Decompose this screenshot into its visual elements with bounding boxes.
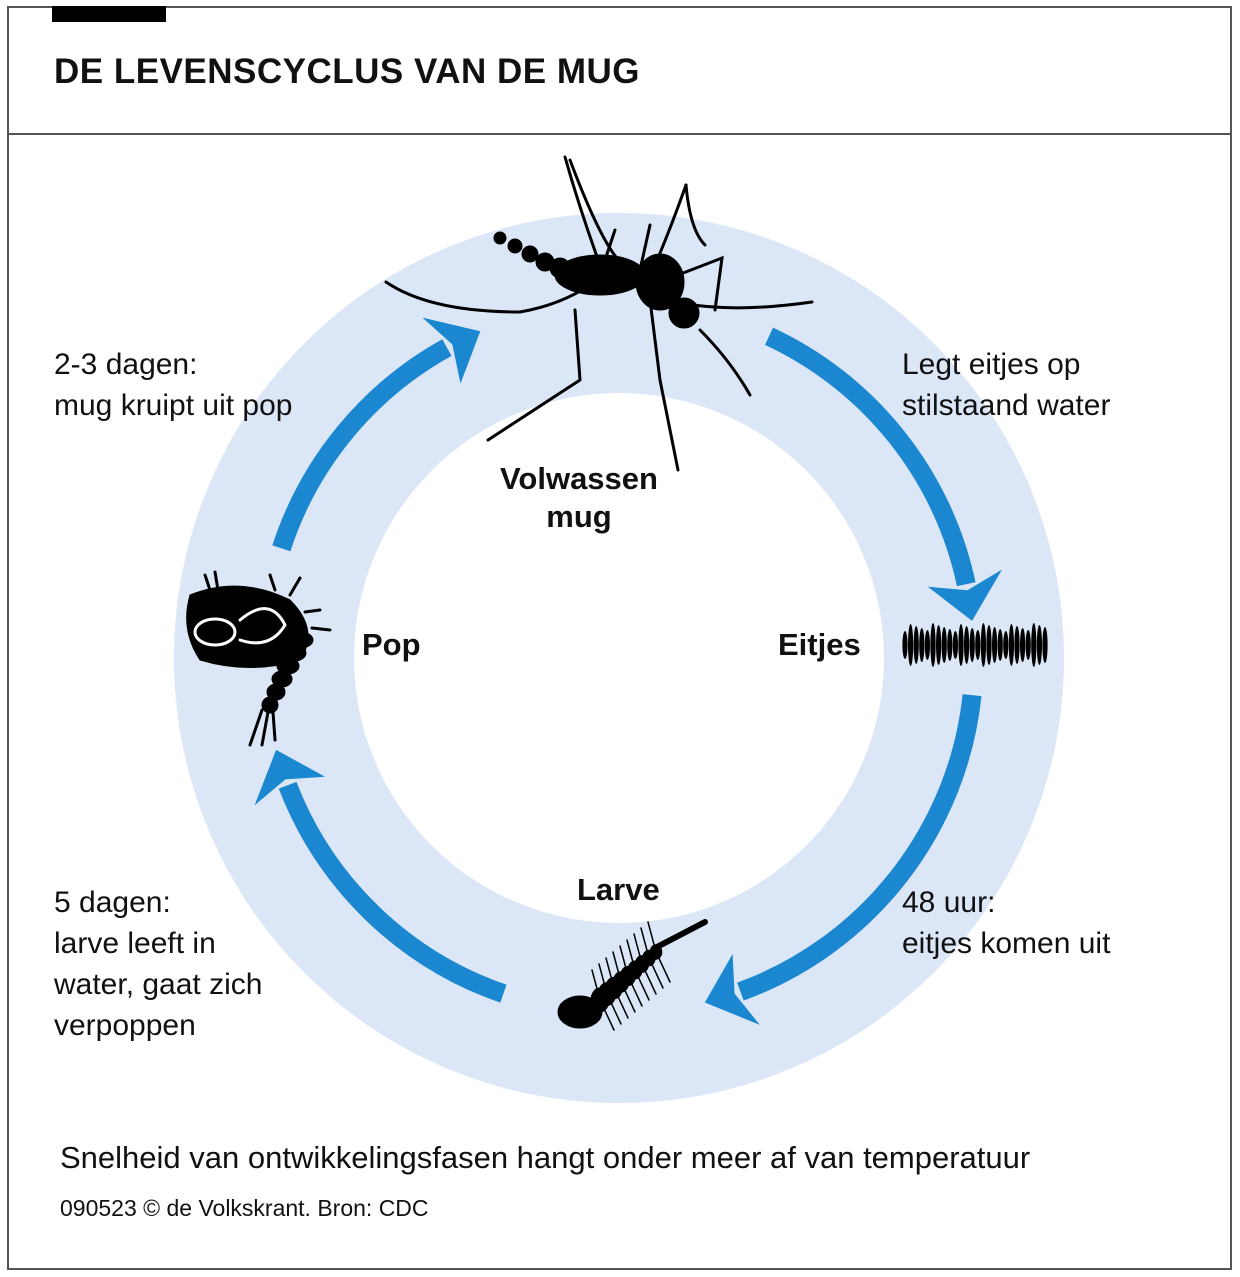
description-larva-to-pupa: 5 dagen: larve leeft in water, gaat zich… [54, 882, 262, 1046]
cycle-arrow-shaft [765, 327, 976, 587]
larva-hair [640, 927, 664, 989]
description-line: 5 dagen: [54, 886, 171, 919]
egg [924, 630, 931, 660]
cycle-arrow-head [254, 749, 326, 806]
egg [902, 631, 908, 659]
larva-hair [612, 951, 636, 1013]
cycle-arrow-head [422, 317, 481, 384]
cycle-arrow-head [704, 953, 760, 1025]
egg [947, 629, 953, 661]
larva-hair [626, 939, 650, 1001]
pupa-segment [261, 696, 279, 714]
egg [1003, 631, 1009, 659]
page-title: DE LEVENSCYCLUS VAN DE MUG [54, 52, 641, 91]
larva-icon [557, 919, 708, 1031]
description-line: Legt eitjes op [902, 348, 1081, 381]
egg [980, 623, 987, 667]
cycle-arrow-head [927, 569, 1002, 621]
description-line: mug kruipt uit pop [54, 389, 293, 422]
cycle-arrow-shaft [278, 781, 507, 1003]
pupa-icon [186, 570, 332, 747]
adult-mosquito-icon [384, 155, 814, 472]
egg [969, 628, 975, 662]
description-line: 2-3 dagen: [54, 348, 198, 381]
egg [919, 628, 925, 662]
description-line: stilstaand water [902, 389, 1111, 422]
egg [952, 631, 959, 659]
eggs-icon [902, 623, 1048, 667]
larva-hair [647, 921, 671, 983]
description-line: eitjes komen uit [902, 927, 1111, 960]
stage-label-larva: Larve [577, 872, 660, 907]
egg [941, 627, 947, 663]
description-adult-to-eggs: Legt eitjes op stilstaand water [902, 344, 1110, 426]
egg [913, 626, 919, 664]
egg [992, 627, 998, 663]
egg [975, 630, 981, 660]
egg [1036, 625, 1042, 665]
description-eggs-to-larva: 48 uur: eitjes komen uit [902, 882, 1110, 964]
graphic-frame [7, 6, 1232, 1270]
stage-label-pupa: Pop [362, 627, 421, 662]
description-line: verpoppen [54, 1009, 196, 1042]
description-line: water, gaat zich [54, 968, 263, 1001]
larva-hair [605, 957, 629, 1019]
egg [1008, 624, 1015, 666]
egg [964, 626, 970, 664]
description-line: larve leeft in [54, 927, 216, 960]
description-pupa-to-adult: 2-3 dagen: mug kruipt uit pop [54, 344, 292, 426]
larva-hair [591, 969, 615, 1031]
egg [930, 623, 936, 667]
egg [1031, 623, 1037, 667]
larva-hair [633, 933, 657, 995]
egg [958, 624, 964, 666]
cycle-arrow-shaft [737, 694, 982, 1001]
footnote: Snelheid van ontwikkelingsfasen hangt on… [60, 1140, 1031, 1175]
cycle-arrows [254, 317, 1002, 1025]
description-line: 48 uur: [902, 886, 996, 919]
egg [1025, 630, 1031, 660]
egg [1020, 628, 1026, 662]
cycle-arrow-shaft [272, 339, 452, 552]
source-credit: 090523 © de Volkskrant. Bron: CDC [60, 1195, 429, 1221]
egg [1042, 627, 1048, 663]
egg [908, 624, 914, 666]
egg [1014, 626, 1020, 664]
larva-hair [619, 945, 643, 1007]
larva-hair [598, 963, 622, 1025]
header-divider [7, 133, 1232, 135]
egg [936, 625, 942, 665]
stage-label-eggs: Eitjes [778, 627, 861, 662]
header-accent-bar [52, 6, 166, 22]
stage-label-adult: Volwassen mug [500, 461, 658, 534]
egg [986, 625, 992, 665]
egg [997, 629, 1003, 661]
